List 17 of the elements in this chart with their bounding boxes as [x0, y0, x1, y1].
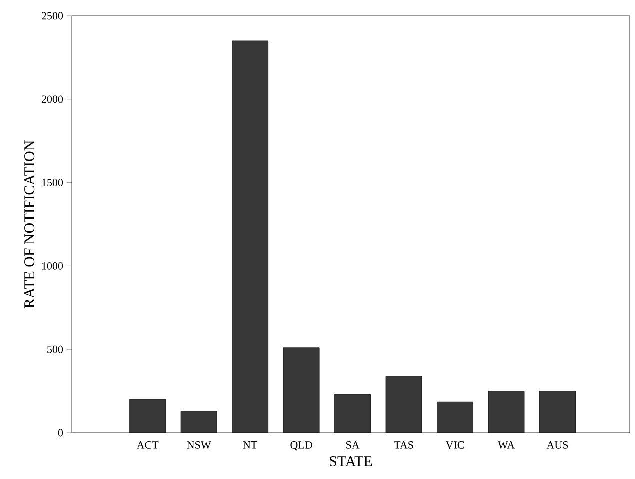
y-axis-title: RATE OF NOTIFICATION [24, 140, 35, 308]
x-tick-label: NT [243, 442, 258, 449]
x-tick-label: TAS [394, 442, 414, 449]
x-tick-label: QLD [290, 442, 312, 451]
y-tick-label: 2500 [42, 12, 64, 20]
y-tick-label: 500 [48, 346, 64, 354]
y-tick-label: 1500 [42, 179, 64, 187]
y-tick-label: 2000 [42, 96, 64, 104]
x-tick-label: AUS [546, 442, 568, 449]
x-tick-label: VIC [446, 442, 464, 449]
x-tick-label: ACT [136, 442, 159, 449]
y-tick-label: 0 [58, 429, 64, 437]
x-tick-label: NSW [187, 442, 212, 449]
y-tick-label: 1000 [42, 262, 64, 270]
x-axis-title: STATE [330, 456, 372, 467]
x-tick-label: WA [498, 442, 515, 449]
x-tick-label: SA [346, 442, 360, 449]
